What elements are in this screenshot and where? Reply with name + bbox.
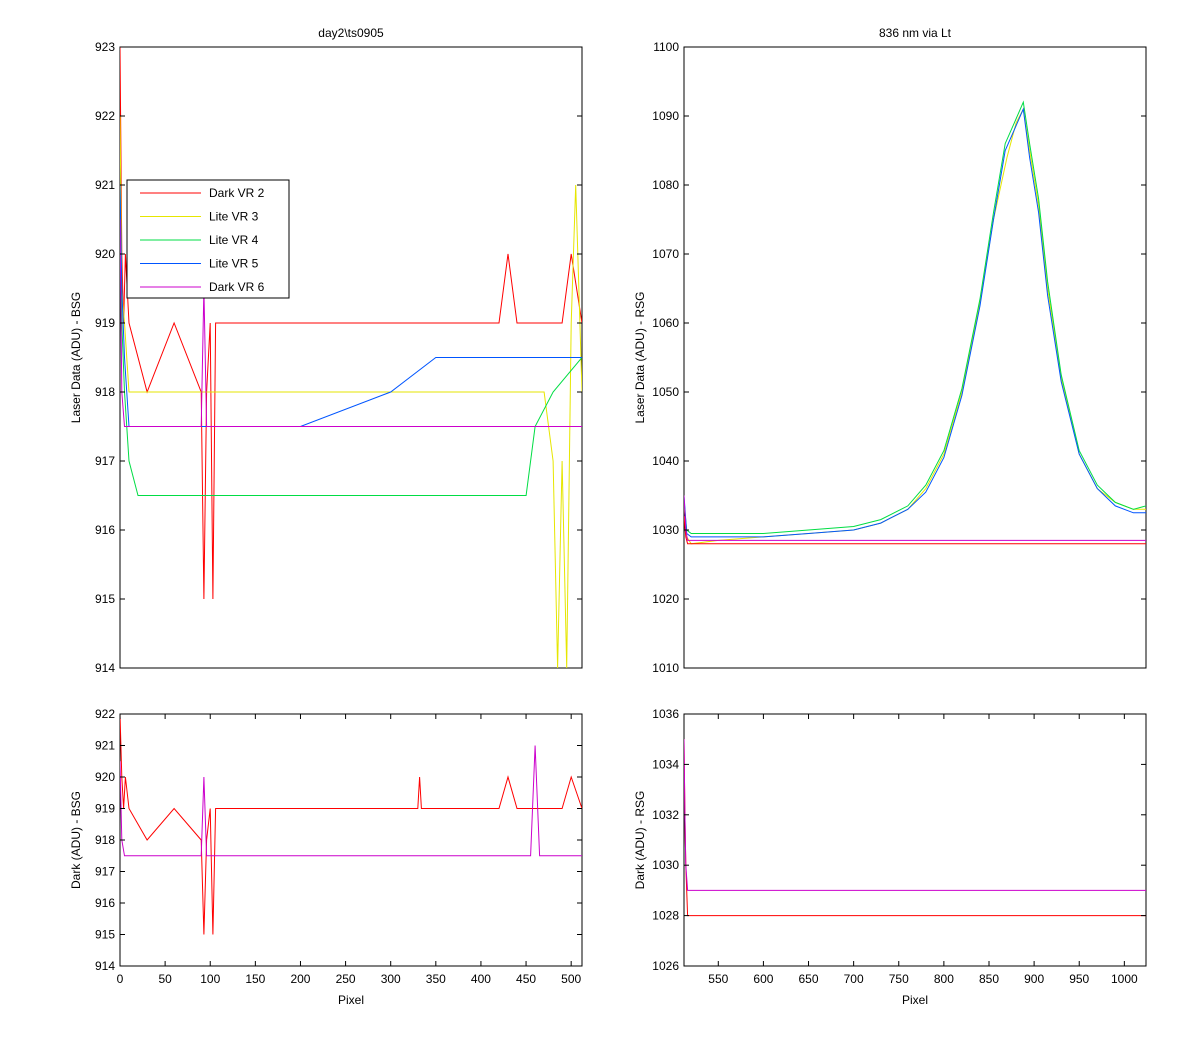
series-line-dark-vr-6 xyxy=(684,495,1146,541)
series-line-dark-vr-6 xyxy=(120,219,582,427)
y-tick-label: 919 xyxy=(95,316,115,330)
y-tick-label: 917 xyxy=(95,454,115,468)
y-tick-label: 921 xyxy=(95,178,115,192)
x-tick-label: 100 xyxy=(200,972,220,986)
y-tick-label: 922 xyxy=(95,707,115,721)
x-tick-label: 850 xyxy=(979,972,999,986)
x-tick-label: 0 xyxy=(117,972,124,986)
chart-left-top: 914 915 916 917 918 919 920 921 922 923 day2\ts090… xyxy=(69,26,583,675)
chart-title: 836 nm via Lt xyxy=(879,26,952,40)
y-tick-label: 1030 xyxy=(652,523,679,537)
y-tick-label: 922 xyxy=(95,109,115,123)
y-tick-label: 1070 xyxy=(652,247,679,261)
plot-area xyxy=(119,713,583,967)
x-tick-label: 950 xyxy=(1069,972,1089,986)
x-tick-label: 800 xyxy=(934,972,954,986)
y-tick-label: 1030 xyxy=(652,858,679,872)
x-tick-label: 150 xyxy=(245,972,265,986)
y-tick-label: 915 xyxy=(95,928,115,942)
y-tick-label: 914 xyxy=(95,661,115,675)
x-tick-label: 700 xyxy=(844,972,864,986)
x-tick-label: 500 xyxy=(561,972,581,986)
y-tick-label: 923 xyxy=(95,40,115,54)
x-tick-label: 750 xyxy=(889,972,909,986)
chart-left-bottom: 914 915 916 917 918 919 920 921 922 0 50 100 150 200 2… xyxy=(69,707,583,1007)
x-tick-label: 350 xyxy=(426,972,446,986)
y-tick-label: 1036 xyxy=(652,707,679,721)
y-tick-label: 1010 xyxy=(652,661,679,675)
x-tick-label: 1000 xyxy=(1111,972,1138,986)
y-tick-label: 1080 xyxy=(652,178,679,192)
y-tick-label: 1028 xyxy=(652,909,679,923)
y-tick-label: 920 xyxy=(95,770,115,784)
y-tick-label: 1090 xyxy=(652,109,679,123)
chart-right-top: 1010 1020 1030 1040 1050 1060 1070 1080 1090 1100… xyxy=(633,26,1147,675)
y-tick-label: 921 xyxy=(95,739,115,753)
series-line-dark-vr-2 xyxy=(684,516,1146,545)
y-tick-label: 1100 xyxy=(653,40,679,54)
y-tick-label: 914 xyxy=(95,959,115,973)
legend-entry: Dark VR 6 xyxy=(209,280,265,294)
x-tick-label: 400 xyxy=(471,972,491,986)
y-axis-label: Dark (ADU) - BSG xyxy=(69,791,83,889)
legend-entry: Lite VR 5 xyxy=(209,257,259,271)
legend-entry: Dark VR 2 xyxy=(209,186,265,200)
legend-box xyxy=(126,179,290,299)
x-tick-label: 200 xyxy=(290,972,310,986)
plot-area xyxy=(683,713,1147,967)
y-axis-label: Dark (ADU) - RSG xyxy=(633,791,647,890)
x-tick-label: 450 xyxy=(516,972,536,986)
x-tick-label: 300 xyxy=(381,972,401,986)
x-tick-label: 650 xyxy=(799,972,819,986)
y-tick-label: 1040 xyxy=(652,454,679,468)
series-line-lite-vr-4 xyxy=(684,100,1146,534)
x-tick-label: 600 xyxy=(753,972,773,986)
series-line-lite-vr-4 xyxy=(120,184,582,496)
y-tick-label: 920 xyxy=(95,247,115,261)
legend: Dark VR 2 Lite VR 3 Lite VR 4 Lite VR 5 Dark… xyxy=(126,179,290,299)
y-tick-label: 916 xyxy=(95,896,115,910)
y-tick-label: 1060 xyxy=(652,316,679,330)
series-line-lite-vr-3 xyxy=(120,115,582,668)
y-tick-label: 1034 xyxy=(652,757,679,771)
y-tick-label: 1032 xyxy=(652,808,679,822)
y-tick-label: 1026 xyxy=(652,959,679,973)
y-tick-label: 919 xyxy=(95,802,115,816)
y-tick-label: 1050 xyxy=(652,385,679,399)
series-line-dark-vr-6 xyxy=(120,745,582,857)
x-tick-label: 50 xyxy=(158,972,172,986)
y-tick-label: 917 xyxy=(95,865,115,879)
y-tick-label: 918 xyxy=(95,385,115,399)
series-line-lite-vr-5 xyxy=(684,107,1146,538)
plot-area xyxy=(683,46,1147,669)
x-tick-label: 550 xyxy=(708,972,728,986)
y-tick-label: 915 xyxy=(95,592,115,606)
series-line-dark-vr-2 xyxy=(120,714,582,935)
y-tick-label: 918 xyxy=(95,833,115,847)
chart-title: day2\ts0905 xyxy=(318,26,384,40)
x-axis-label: Pixel xyxy=(902,993,928,1007)
legend-entry: Lite VR 3 xyxy=(209,210,259,224)
legend-entry: Lite VR 4 xyxy=(209,233,259,247)
y-axis-label: Laser Data (ADU) - BSG xyxy=(69,292,83,423)
x-axis-label: Pixel xyxy=(338,993,364,1007)
x-tick-label: 900 xyxy=(1024,972,1044,986)
series-line-dark-vr-6 xyxy=(684,739,1146,891)
y-axis-label: Laser Data (ADU) - RSG xyxy=(633,291,647,423)
x-tick-label: 250 xyxy=(336,972,356,986)
y-tick-label: 1020 xyxy=(652,592,679,606)
chart-right-bottom: 1026 1028 1030 1032 1034 1036 550 600 650 700 750 8… xyxy=(633,707,1147,1007)
y-tick-label: 916 xyxy=(95,523,115,537)
